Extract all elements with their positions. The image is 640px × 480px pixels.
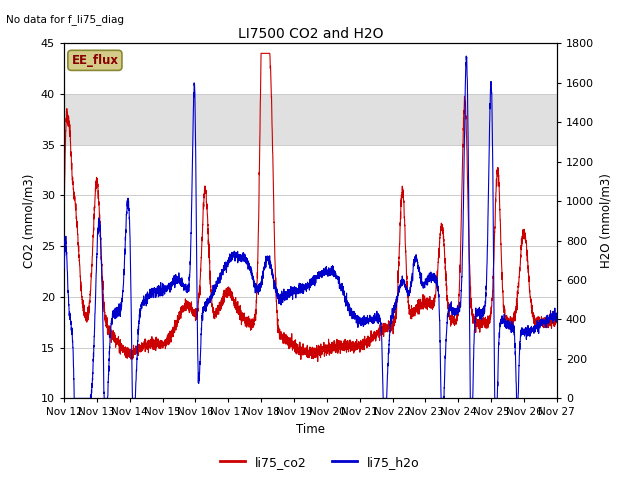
Text: EE_flux: EE_flux [72,54,118,67]
Y-axis label: H2O (mmol/m3): H2O (mmol/m3) [600,173,612,268]
Y-axis label: CO2 (mmol/m3): CO2 (mmol/m3) [22,174,35,268]
Title: LI7500 CO2 and H2O: LI7500 CO2 and H2O [237,27,383,41]
Legend: li75_co2, li75_h2o: li75_co2, li75_h2o [215,451,425,474]
X-axis label: Time: Time [296,423,325,436]
Bar [64,94,557,144]
Text: No data for f_li75_diag: No data for f_li75_diag [6,14,124,25]
